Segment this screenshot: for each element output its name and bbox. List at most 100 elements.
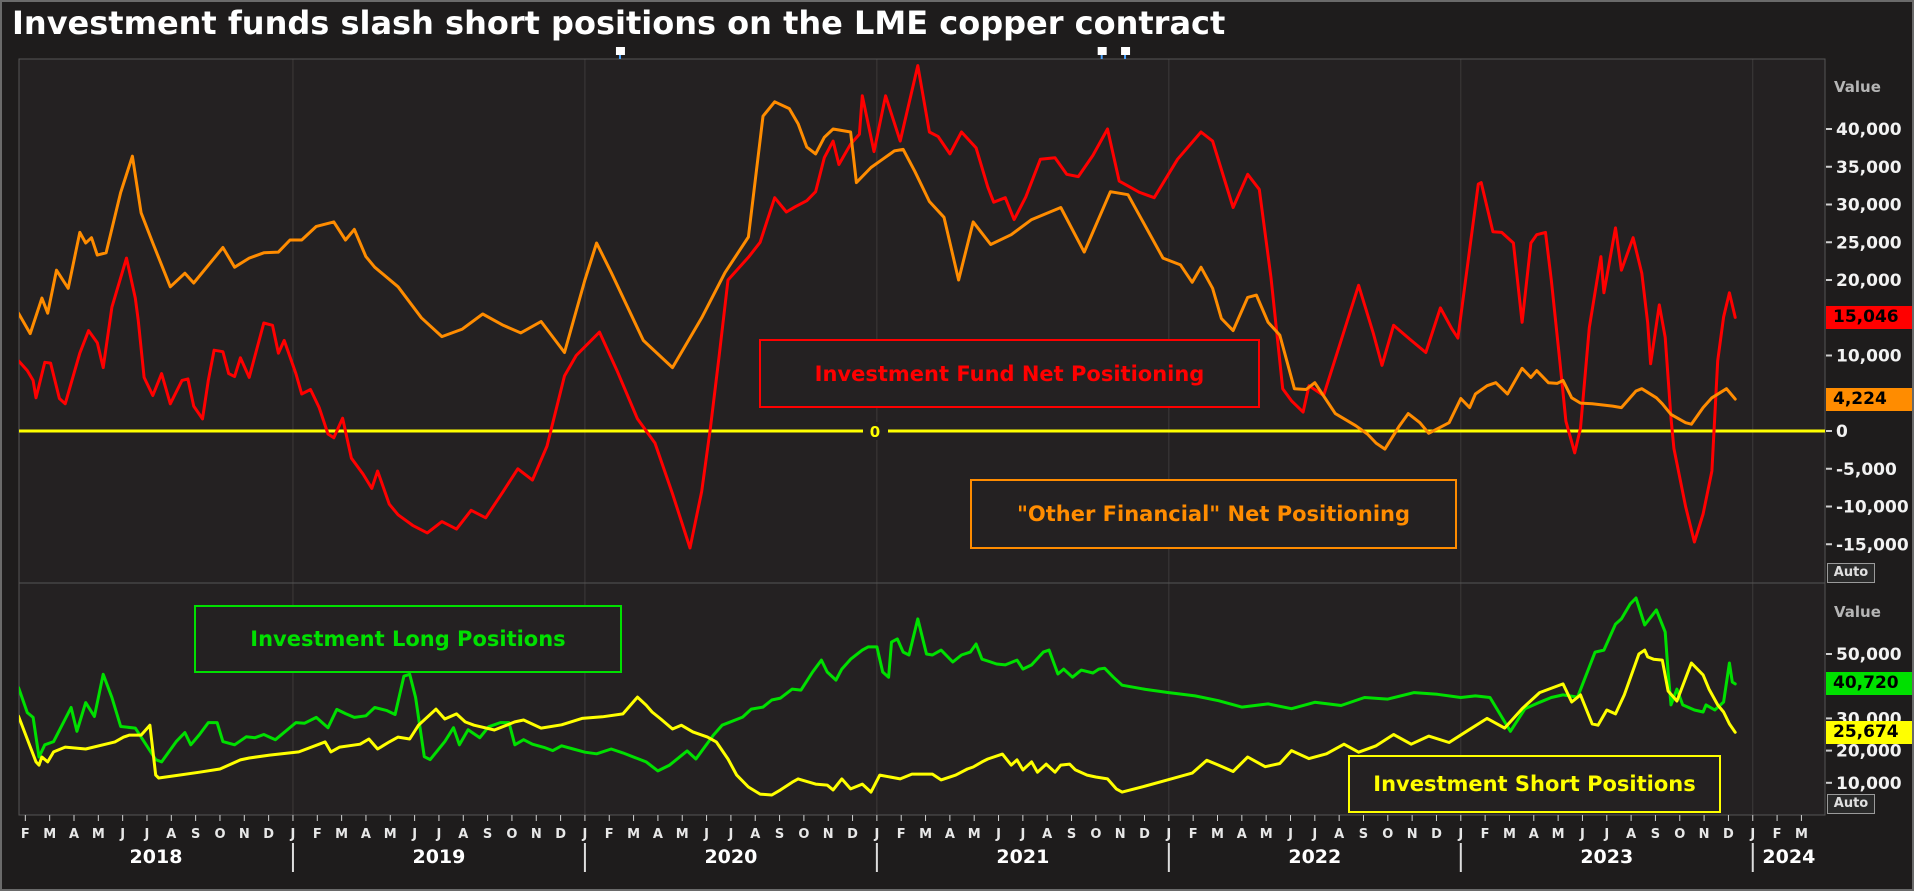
svg-text:A: A (1626, 827, 1636, 842)
svg-text:J: J (144, 827, 150, 842)
svg-text:J: J (995, 827, 1001, 842)
svg-text:M: M (1552, 827, 1565, 842)
svg-text:M: M (919, 827, 932, 842)
svg-text:O: O (214, 827, 225, 842)
svg-text:M: M (335, 827, 348, 842)
svg-text:O: O (798, 827, 809, 842)
top-axis-auto-button[interactable]: Auto (1827, 563, 1875, 583)
svg-text:J: J (1287, 827, 1293, 842)
svg-text:F: F (605, 827, 614, 842)
svg-text:J: J (119, 827, 125, 842)
svg-text:A: A (945, 827, 955, 842)
series--other-financial-net-positioning (19, 100, 1737, 451)
svg-text:M: M (968, 827, 981, 842)
svg-text:N: N (239, 827, 250, 842)
svg-text:J: J (703, 827, 709, 842)
svg-text:J: J (1165, 827, 1171, 842)
data-series (19, 64, 1737, 797)
svg-text:J: J (436, 827, 442, 842)
svg-text:2024: 2024 (1762, 846, 1815, 868)
svg-text:S: S (1067, 827, 1076, 842)
svg-text:J: J (873, 827, 879, 842)
svg-text:F: F (1189, 827, 1198, 842)
svg-text:J: J (1579, 827, 1585, 842)
svg-text:-15,000: -15,000 (1836, 535, 1909, 555)
svg-text:J: J (1311, 827, 1317, 842)
zero-line-label: 0 (870, 423, 880, 441)
svg-text:F: F (1481, 827, 1490, 842)
svg-text:S: S (191, 827, 200, 842)
series-investment-fund-net-positioning (19, 64, 1737, 550)
series-investment-short-positions (19, 648, 1737, 797)
svg-text:0: 0 (1836, 422, 1848, 442)
svg-text:S: S (1359, 827, 1368, 842)
svg-text:M: M (627, 827, 640, 842)
svg-text:O: O (506, 827, 517, 842)
svg-text:A: A (750, 827, 760, 842)
svg-text:O: O (1674, 827, 1685, 842)
svg-text:2018: 2018 (130, 846, 183, 868)
svg-text:M: M (1795, 827, 1808, 842)
svg-text:A: A (166, 827, 176, 842)
legend-other-financial-net-positioning: "Other Financial" Net Positioning (970, 479, 1457, 549)
svg-text:J: J (1019, 827, 1025, 842)
series-investment-long-positions (19, 596, 1737, 773)
legend-investment-fund-net-positioning: Investment Fund Net Positioning (759, 339, 1260, 408)
svg-text:D: D (1431, 827, 1442, 842)
svg-text:-10,000: -10,000 (1836, 498, 1909, 518)
zero-label-backing (863, 422, 888, 440)
svg-text:J: J (727, 827, 733, 842)
svg-text:M: M (676, 827, 689, 842)
svg-text:D: D (1723, 827, 1734, 842)
svg-text:N: N (531, 827, 542, 842)
svg-text:A: A (653, 827, 663, 842)
event-flag-icons (615, 47, 1131, 59)
svg-text:F: F (21, 827, 30, 842)
svg-text:S: S (1651, 827, 1660, 842)
svg-text:A: A (69, 827, 79, 842)
svg-text:35,000: 35,000 (1836, 158, 1902, 178)
svg-text:2021: 2021 (996, 846, 1049, 868)
svg-text:S: S (483, 827, 492, 842)
svg-text:J: J (290, 827, 296, 842)
svg-text:M: M (384, 827, 397, 842)
svg-text:A: A (1237, 827, 1247, 842)
svg-text:N: N (1115, 827, 1126, 842)
svg-text:J: J (581, 827, 587, 842)
svg-text:M: M (1260, 827, 1273, 842)
svg-text:N: N (1407, 827, 1418, 842)
legend-investment-short-positions: Investment Short Positions (1348, 755, 1721, 813)
svg-text:D: D (847, 827, 858, 842)
top-axis-value-label: Value (1834, 78, 1881, 96)
panel-borders (18, 58, 1826, 816)
last-value-badge-short-positions: 25,674 (1826, 720, 1912, 744)
svg-text:50,000: 50,000 (1836, 645, 1902, 665)
svg-text:D: D (555, 827, 566, 842)
svg-text:40,000: 40,000 (1836, 120, 1902, 140)
svg-text:A: A (1042, 827, 1052, 842)
svg-text:2020: 2020 (704, 846, 757, 868)
svg-text:2019: 2019 (412, 846, 465, 868)
right-axis-ticks: 40,000 35,000 30,000 25,000 20,000 10,000 0 -5,… (1826, 120, 1909, 794)
svg-text:A: A (361, 827, 371, 842)
svg-text:25,000: 25,000 (1836, 233, 1902, 253)
last-value-badge-net-positioning: 15,046 (1826, 305, 1912, 329)
svg-text:10,000: 10,000 (1836, 774, 1902, 794)
svg-text:-5,000: -5,000 (1836, 460, 1897, 480)
svg-text:F: F (313, 827, 322, 842)
svg-text:J: J (1749, 827, 1755, 842)
svg-text:J: J (1603, 827, 1609, 842)
bottom-axis-value-label: Value (1834, 603, 1881, 621)
svg-text:N: N (1699, 827, 1710, 842)
bottom-axis-auto-button[interactable]: Auto (1827, 794, 1875, 814)
svg-text:F: F (1773, 827, 1782, 842)
panel-backgrounds (19, 59, 1825, 815)
svg-text:2022: 2022 (1288, 846, 1341, 868)
svg-text:30,000: 30,000 (1836, 196, 1902, 216)
last-value-badge-other-financial: 4,224 (1826, 387, 1912, 411)
svg-text:10,000: 10,000 (1836, 347, 1902, 367)
svg-text:J: J (411, 827, 417, 842)
svg-text:M: M (1503, 827, 1516, 842)
